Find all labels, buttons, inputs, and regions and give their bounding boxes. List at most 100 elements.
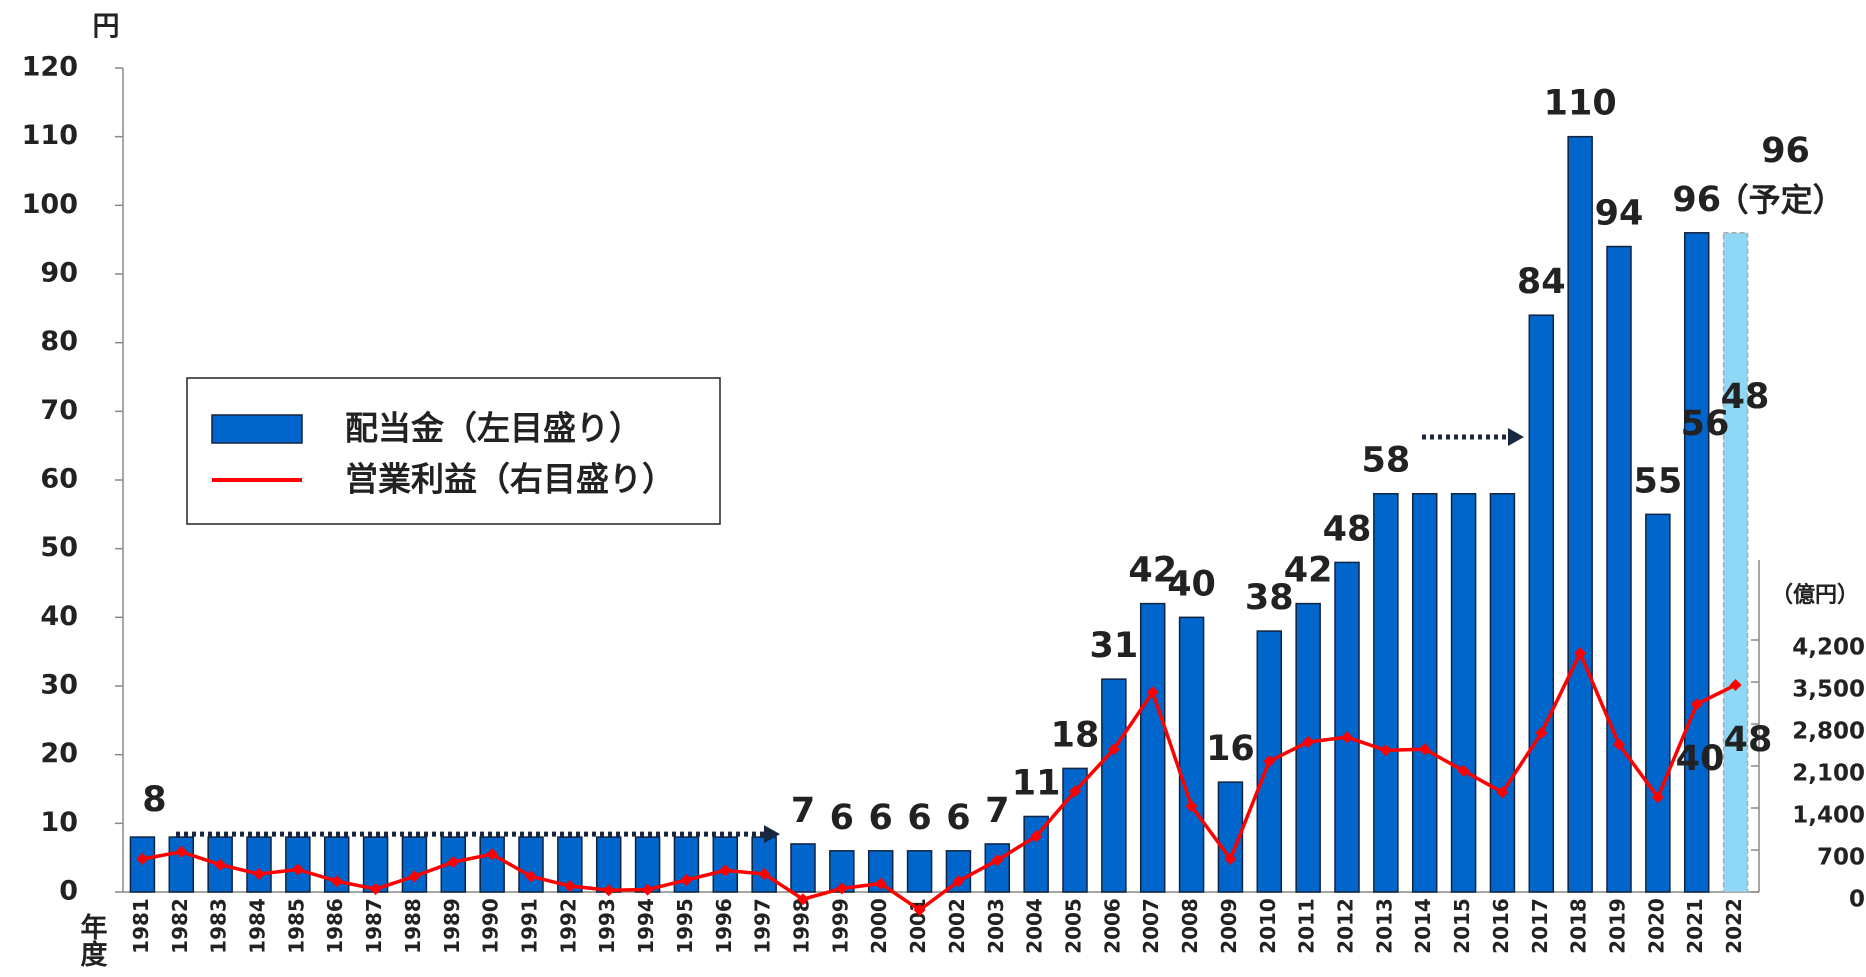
line-series (142, 648, 1737, 913)
line-marker (1107, 743, 1120, 756)
x-tick-label: 2016 (1489, 898, 1513, 954)
x-tick-label: 1990 (479, 898, 503, 954)
data-label: 94 (1595, 194, 1644, 234)
x-tick-label: 1984 (246, 898, 270, 954)
line-marker (1263, 755, 1276, 768)
y-tick-label: 50 (40, 532, 78, 563)
line-marker (1535, 727, 1548, 739)
x-tick-label: 1983 (207, 898, 231, 954)
line-marker (913, 904, 926, 916)
x-tick-label: 1986 (323, 898, 347, 954)
legend-label: 営業利益（右目盛り） (345, 460, 675, 499)
x-tick-label: 2018 (1567, 898, 1591, 954)
x-tick-label: 1999 (828, 898, 852, 954)
bar (1567, 135, 1593, 893)
bar (1722, 232, 1749, 893)
x-tick-label: 1995 (673, 898, 697, 954)
y-tick-label: 10 (40, 807, 78, 838)
x-tick-label: 1997 (751, 898, 775, 954)
line-marker (1613, 738, 1625, 751)
bar (1489, 492, 1516, 893)
line-marker (641, 883, 654, 896)
data-label: 96 (1672, 180, 1721, 220)
y2-tick-label: 1,400 (1792, 803, 1865, 829)
data-label: 6 (869, 798, 893, 838)
bar (790, 843, 816, 893)
x-tick-label: 2007 (1139, 898, 1163, 954)
bar (1683, 232, 1710, 893)
bar (906, 850, 933, 893)
line-marker (175, 845, 188, 858)
y2-tick-label: 3,500 (1792, 677, 1865, 703)
bar (1334, 561, 1360, 893)
bar (246, 836, 272, 893)
line-marker (408, 870, 421, 883)
line-marker (1224, 853, 1237, 865)
annotation: 48 (1721, 377, 1770, 417)
y2-unit: （億円） (1771, 582, 1859, 608)
bar (1528, 314, 1555, 893)
y2-tick-label: 2,100 (1792, 761, 1865, 787)
data-label: 6 (830, 798, 854, 838)
data-label: 42 (1128, 551, 1177, 591)
data-label: 96 (1761, 131, 1810, 171)
line-marker (874, 877, 887, 890)
bar (1256, 630, 1283, 893)
bar (1178, 616, 1205, 893)
line-marker (1302, 736, 1315, 748)
x-tick-label: 1992 (556, 898, 580, 954)
data-label: 8 (142, 780, 166, 820)
y2-tick-label: 0 (1849, 887, 1865, 913)
y2-tick-label: 700 (1817, 845, 1865, 871)
data-label: 16 (1206, 729, 1255, 769)
line-marker (1341, 731, 1353, 744)
x-tick-label: 2004 (1023, 898, 1047, 954)
y-tick-label: 120 (22, 52, 78, 83)
x-axis-title: 年度 (76, 912, 108, 968)
x-tick-label: 2009 (1217, 898, 1241, 954)
x-tick-label: 1988 (401, 898, 425, 954)
data-label: 31 (1089, 626, 1138, 666)
legend-label: 配当金（左目盛り） (345, 409, 642, 448)
line-marker (1030, 830, 1043, 843)
line-marker (1729, 679, 1742, 691)
data-label: 58 (1361, 441, 1410, 481)
x-tick-label: 2019 (1606, 898, 1630, 954)
line-marker (447, 856, 460, 868)
planned-label: （予定） (1717, 181, 1845, 219)
line-marker (369, 883, 382, 895)
data-label: 48 (1323, 509, 1372, 549)
x-tick-label: 2003 (984, 898, 1008, 954)
y-tick-label: 110 (22, 120, 78, 151)
x-tick-label: 2015 (1450, 898, 1474, 954)
annotation: 56 (1681, 404, 1730, 444)
line-marker (330, 875, 343, 888)
bar (1411, 492, 1438, 893)
line-marker (563, 880, 576, 892)
line-marker (835, 882, 848, 895)
x-tick-label: 2022 (1722, 898, 1746, 954)
data-label: 7 (985, 791, 1009, 831)
x-tick-label: 1991 (518, 898, 542, 954)
annotation: 48 (1724, 720, 1773, 760)
x-tick-label: 1982 (168, 898, 192, 954)
line-marker (1496, 786, 1509, 799)
y2-tick-label: 4,200 (1792, 635, 1865, 661)
line-marker (991, 854, 1004, 867)
bar (1450, 492, 1477, 893)
line-marker (525, 870, 537, 883)
bar (984, 843, 1011, 893)
y-unit: 円 (93, 12, 120, 43)
annotation: 40 (1676, 739, 1725, 779)
bar (479, 836, 505, 893)
y-tick-label: 80 (40, 326, 78, 357)
line-marker (1069, 785, 1081, 798)
x-tick-label: 2006 (1100, 898, 1124, 954)
data-label: 11 (1012, 763, 1061, 803)
x-tick-label: 1994 (634, 898, 658, 954)
line-marker (602, 884, 615, 897)
data-label: 55 (1633, 461, 1682, 501)
x-tick-label: 1998 (790, 898, 814, 954)
line-marker (1379, 744, 1392, 757)
